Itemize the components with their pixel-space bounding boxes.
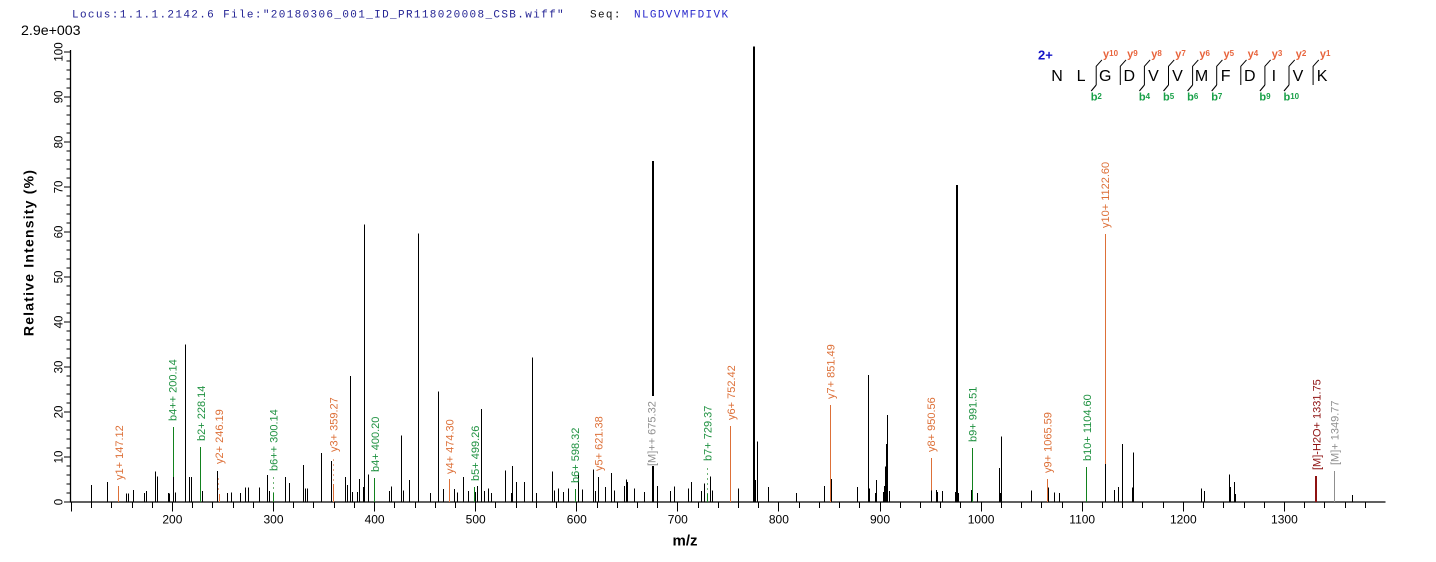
svg-text:b4+ 400.20: b4+ 400.20 xyxy=(370,417,382,472)
svg-text:D: D xyxy=(1124,68,1136,85)
svg-text:G: G xyxy=(1099,68,1111,85)
svg-text:0: 0 xyxy=(54,499,66,505)
svg-text:b2: b2 xyxy=(1091,92,1103,104)
svg-text:V: V xyxy=(1293,68,1304,85)
svg-text:y6: y6 xyxy=(1199,49,1210,61)
svg-text:100: 100 xyxy=(54,42,66,61)
svg-text:1300: 1300 xyxy=(1271,513,1298,527)
svg-text:V: V xyxy=(1172,68,1183,85)
svg-text:[M]-H2O+ 1331.75: [M]-H2O+ 1331.75 xyxy=(1312,379,1324,470)
svg-text:b10: b10 xyxy=(1284,92,1300,104)
svg-text:b2+ 228.14: b2+ 228.14 xyxy=(196,386,208,441)
svg-text:y10: y10 xyxy=(1103,49,1119,61)
svg-text:y1: y1 xyxy=(1320,49,1331,61)
svg-text:b7+ 729.37: b7+ 729.37 xyxy=(703,406,715,461)
svg-text:m/z: m/z xyxy=(672,533,697,550)
svg-text:60: 60 xyxy=(54,226,66,239)
svg-text:NLGDVVMFDIVK: NLGDVVMFDIVK xyxy=(634,10,729,22)
svg-text:800: 800 xyxy=(769,513,789,527)
svg-text:y9: y9 xyxy=(1127,49,1138,61)
svg-text:D: D xyxy=(1244,68,1256,85)
svg-text:I: I xyxy=(1272,68,1276,85)
svg-text:y9+ 1065.59: y9+ 1065.59 xyxy=(1043,412,1055,473)
svg-text:10: 10 xyxy=(54,451,66,464)
svg-text:300: 300 xyxy=(263,513,283,527)
svg-text:900: 900 xyxy=(870,513,890,527)
svg-text:y10+ 1122.60: y10+ 1122.60 xyxy=(1100,162,1112,228)
svg-text:70: 70 xyxy=(54,181,66,194)
svg-text:y2+ 246.19: y2+ 246.19 xyxy=(214,409,226,464)
svg-text:b7: b7 xyxy=(1211,92,1223,104)
svg-text:b5: b5 xyxy=(1163,92,1175,104)
svg-text:y8: y8 xyxy=(1151,49,1162,61)
svg-text:b6++ 300.14: b6++ 300.14 xyxy=(269,409,281,471)
svg-text:K: K xyxy=(1317,68,1328,85)
svg-text:y7: y7 xyxy=(1175,49,1186,61)
svg-text:L: L xyxy=(1077,68,1086,85)
svg-text:1200: 1200 xyxy=(1170,513,1197,527)
svg-text:y2: y2 xyxy=(1296,49,1307,61)
svg-text:600: 600 xyxy=(567,513,587,527)
svg-text:F: F xyxy=(1221,68,1231,85)
svg-text:M: M xyxy=(1195,68,1208,85)
svg-text:y3: y3 xyxy=(1272,49,1283,61)
svg-text:b4++ 200.14: b4++ 200.14 xyxy=(168,359,180,421)
svg-text:Locus:1.1.1.2142.6 File:"20180: Locus:1.1.1.2142.6 File:"20180306_001_ID… xyxy=(72,10,565,22)
svg-text:N: N xyxy=(1051,68,1063,85)
svg-text:Relative Intensity (%): Relative Intensity (%) xyxy=(21,169,37,336)
svg-text:b4: b4 xyxy=(1139,92,1151,104)
svg-text:40: 40 xyxy=(54,316,66,329)
svg-text:y4+ 474.30: y4+ 474.30 xyxy=(445,419,457,474)
svg-text:20: 20 xyxy=(54,406,66,419)
svg-text:2.9e+003: 2.9e+003 xyxy=(21,23,81,39)
svg-text:2+: 2+ xyxy=(1038,48,1053,63)
svg-text:b9: b9 xyxy=(1259,92,1271,104)
svg-text:80: 80 xyxy=(54,136,66,149)
svg-text:Seq:: Seq: xyxy=(590,10,622,22)
svg-text:y4: y4 xyxy=(1248,49,1259,61)
svg-text:b6: b6 xyxy=(1187,92,1199,104)
svg-text:V: V xyxy=(1148,68,1159,85)
svg-text:500: 500 xyxy=(466,513,486,527)
svg-text:b10+ 1104.60: b10+ 1104.60 xyxy=(1082,394,1094,461)
svg-text:y1+ 147.12: y1+ 147.12 xyxy=(114,425,126,480)
svg-text:700: 700 xyxy=(668,513,688,527)
svg-text:y6+ 752.42: y6+ 752.42 xyxy=(726,365,738,420)
svg-text:50: 50 xyxy=(54,271,66,284)
svg-text:200: 200 xyxy=(162,513,182,527)
svg-text:y5: y5 xyxy=(1224,49,1235,61)
svg-text:400: 400 xyxy=(365,513,385,527)
svg-text:y8+ 950.56: y8+ 950.56 xyxy=(926,397,938,452)
svg-text:y7+ 851.49: y7+ 851.49 xyxy=(826,344,838,399)
svg-text:[M]++ 675.32: [M]++ 675.32 xyxy=(647,401,659,466)
svg-text:y3+ 359.27: y3+ 359.27 xyxy=(329,397,341,452)
svg-text:1100: 1100 xyxy=(1069,513,1095,527)
svg-text:[M]+ 1349.77: [M]+ 1349.77 xyxy=(1330,400,1342,465)
svg-text:b5+ 499.26: b5+ 499.26 xyxy=(470,426,482,481)
svg-text:y5+ 621.38: y5+ 621.38 xyxy=(593,416,605,471)
svg-text:1000: 1000 xyxy=(968,513,995,527)
svg-text:b9+ 991.51: b9+ 991.51 xyxy=(968,387,980,442)
svg-text:30: 30 xyxy=(54,361,66,374)
svg-text:b6+ 598.32: b6+ 598.32 xyxy=(570,428,582,483)
svg-text:90: 90 xyxy=(54,91,66,104)
